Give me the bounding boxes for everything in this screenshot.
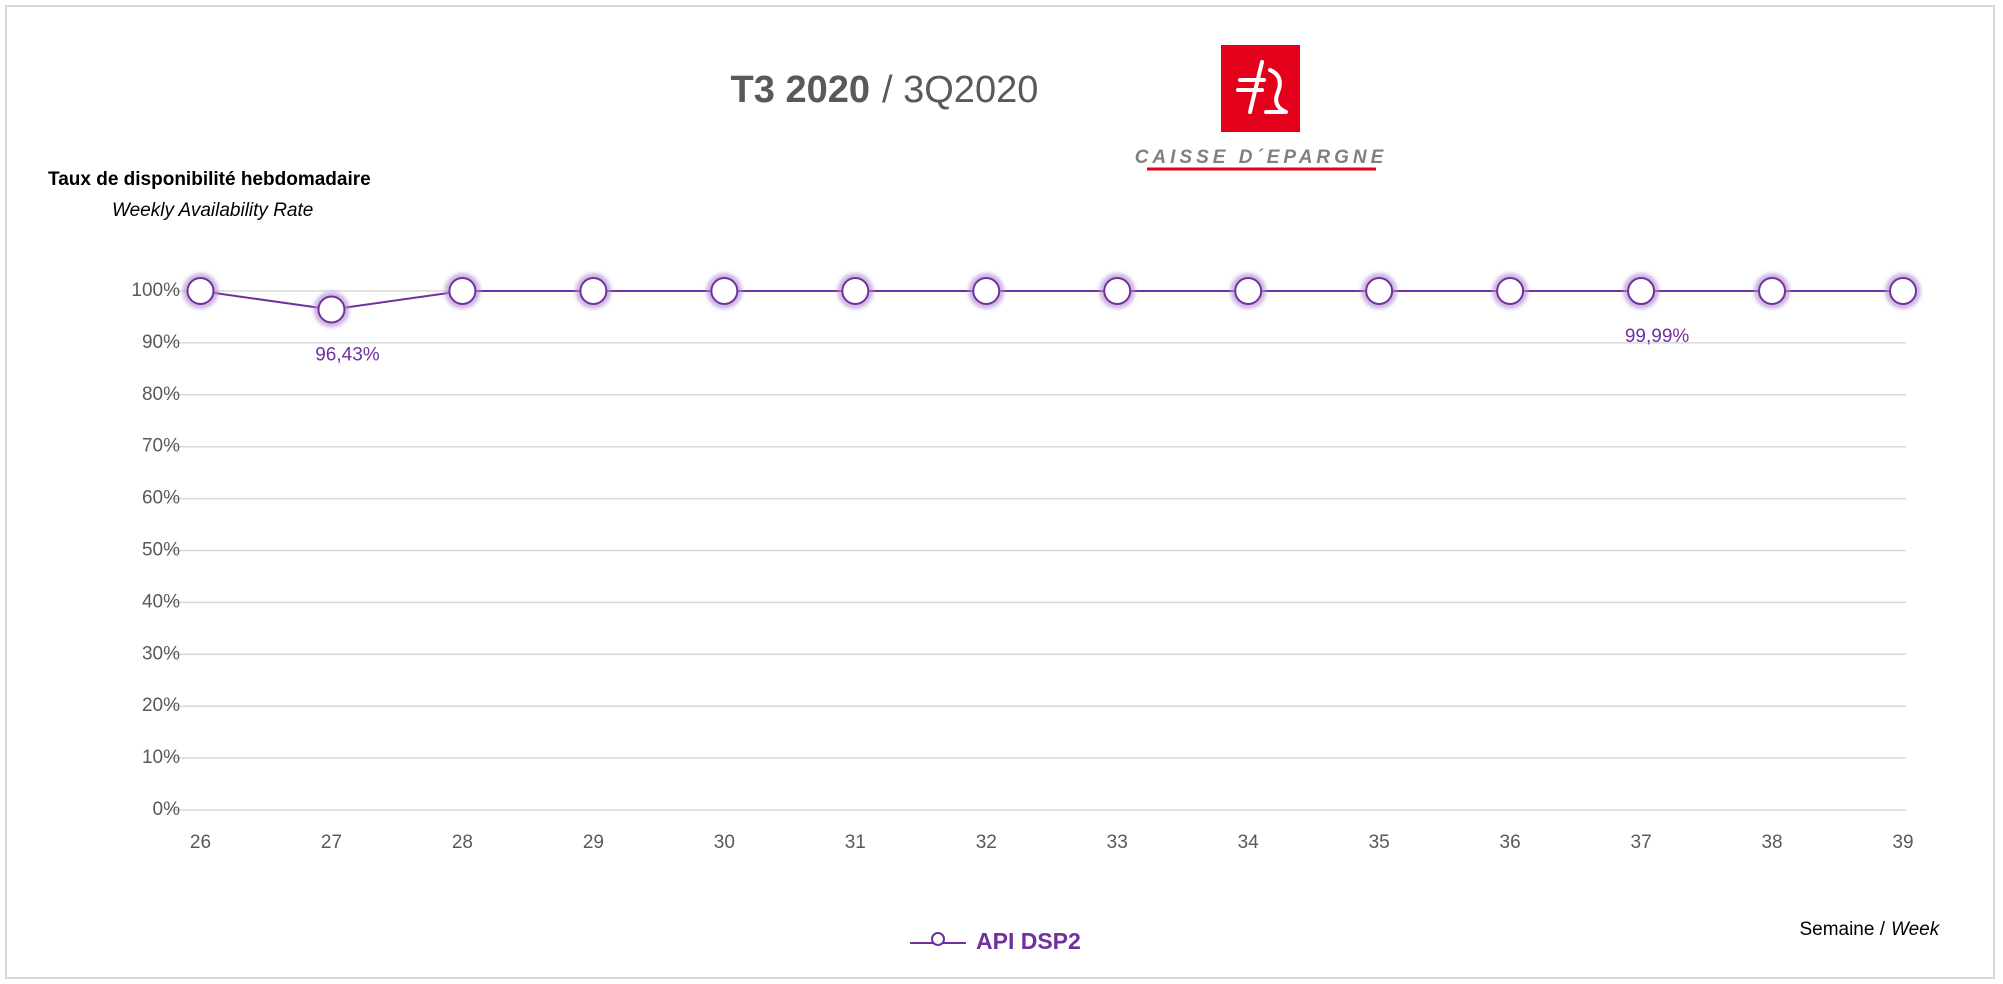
x-axis-subtitle: Week: [1891, 919, 1941, 940]
y-tick-label: 100%: [131, 280, 180, 301]
marker-glow: [838, 274, 873, 308]
x-tick-label: 27: [321, 832, 342, 853]
marker: [1234, 277, 1263, 305]
marker: [448, 277, 477, 305]
marker: [1365, 277, 1394, 305]
x-tick-label: 33: [1107, 832, 1128, 853]
marker: [1496, 277, 1525, 305]
marker-glow: [1755, 274, 1790, 308]
x-tick-label: 36: [1500, 832, 1521, 853]
x-tick-label: 38: [1761, 832, 1782, 853]
marker: [972, 277, 1001, 305]
logo-glyph: [1236, 60, 1288, 114]
y-axis-subtitle: Weekly Availability Rate: [112, 200, 313, 221]
legend-label: API DSP2: [976, 928, 1081, 954]
logo-text: CAISSE D´EPARGNE: [1135, 147, 1388, 168]
chart-title: T3 2020: [731, 69, 870, 111]
y-tick-label: 60%: [142, 488, 180, 509]
y-tick-label: 40%: [142, 591, 180, 612]
legend-marker: [931, 932, 945, 946]
x-tick-label: 35: [1369, 832, 1390, 853]
marker-glow: [1100, 274, 1135, 308]
x-tick-label: 31: [845, 832, 866, 853]
x-tick-label: 30: [714, 832, 735, 853]
marker: [710, 277, 739, 305]
marker-glow: [445, 274, 480, 308]
x-tick-label: 28: [452, 832, 473, 853]
y-tick-label: 0%: [153, 799, 181, 820]
y-tick-label: 70%: [142, 436, 180, 457]
x-tick-label: 32: [976, 832, 997, 853]
x-tick-label: 26: [190, 832, 211, 853]
marker-glow: [1231, 274, 1266, 308]
x-tick-label: 39: [1892, 832, 1913, 853]
marker-glow: [576, 274, 611, 308]
marker-glow: [1493, 274, 1528, 308]
marker: [1627, 277, 1656, 306]
data-label: 99,99%: [1625, 326, 1690, 347]
marker: [317, 295, 346, 324]
x-tick-label: 34: [1238, 832, 1260, 853]
marker-glow: [314, 292, 349, 327]
marker-glow: [183, 274, 218, 308]
marker: [1889, 277, 1917, 305]
x-axis-title: Semaine /: [1799, 919, 1885, 940]
y-tick-label: 10%: [142, 747, 180, 768]
marker: [841, 277, 870, 305]
marker-glow: [707, 274, 742, 308]
marker-glow: [1886, 274, 1920, 308]
x-tick-label: 37: [1631, 832, 1652, 853]
data-label: 96,43%: [315, 345, 380, 366]
y-tick-label: 20%: [142, 695, 180, 716]
marker-glow: [969, 274, 1004, 308]
marker-glow: [1624, 274, 1659, 309]
marker-glow: [1362, 274, 1397, 308]
logo: CAISSE D´EPARGNE: [1135, 45, 1388, 171]
y-tick-label: 30%: [142, 643, 180, 664]
chart-frame: [5, 5, 1995, 979]
marker: [1103, 277, 1132, 305]
y-axis-title: Taux de disponibilité hebdomadaire: [48, 169, 371, 190]
marker: [1758, 277, 1787, 305]
y-tick-label: 50%: [142, 540, 180, 561]
series-line: [200, 290, 1903, 311]
marker: [579, 277, 608, 305]
marker: [186, 277, 215, 305]
x-tick-label: 29: [583, 832, 604, 853]
y-tick-label: 80%: [142, 384, 180, 405]
y-tick-label: 90%: [142, 332, 180, 353]
chart-title-rest: / 3Q2020: [882, 69, 1038, 111]
